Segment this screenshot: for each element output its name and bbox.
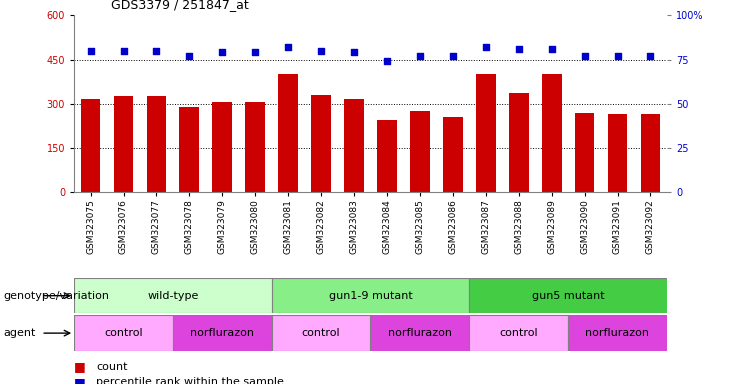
Point xyxy=(282,44,294,50)
Point xyxy=(579,53,591,59)
Bar xyxy=(279,74,298,192)
Bar xyxy=(542,74,562,192)
Bar xyxy=(173,315,272,351)
Text: norflurazon: norflurazon xyxy=(388,328,452,338)
Point xyxy=(249,50,261,56)
Point xyxy=(216,50,228,56)
Point xyxy=(184,53,196,59)
Text: norflurazon: norflurazon xyxy=(585,328,650,338)
Point xyxy=(545,46,557,52)
Text: ■: ■ xyxy=(74,360,86,373)
Bar xyxy=(344,99,364,192)
Point xyxy=(513,46,525,52)
Point xyxy=(645,53,657,59)
Point xyxy=(118,48,130,54)
Text: control: control xyxy=(499,328,538,338)
Point xyxy=(150,48,162,54)
Bar xyxy=(272,278,469,313)
Point xyxy=(348,50,360,56)
Point xyxy=(611,53,623,59)
Bar xyxy=(113,96,133,192)
Bar xyxy=(147,96,166,192)
Point xyxy=(315,48,327,54)
Text: agent: agent xyxy=(4,328,36,338)
Bar xyxy=(213,102,232,192)
Bar xyxy=(311,95,331,192)
Point xyxy=(480,44,492,50)
Bar xyxy=(575,113,594,192)
Text: count: count xyxy=(96,362,128,372)
Text: norflurazon: norflurazon xyxy=(190,328,254,338)
Bar xyxy=(370,315,469,351)
Bar xyxy=(608,114,628,192)
Bar xyxy=(74,278,272,313)
Text: control: control xyxy=(104,328,143,338)
Bar xyxy=(272,315,370,351)
Bar xyxy=(568,315,667,351)
Text: GDS3379 / 251847_at: GDS3379 / 251847_at xyxy=(111,0,249,12)
Point xyxy=(447,53,459,59)
Text: wild-type: wild-type xyxy=(147,291,199,301)
Point xyxy=(84,48,96,54)
Point xyxy=(414,53,426,59)
Bar xyxy=(476,74,496,192)
Bar xyxy=(245,102,265,192)
Text: gun1-9 mutant: gun1-9 mutant xyxy=(328,291,413,301)
Bar xyxy=(81,99,101,192)
Bar xyxy=(74,315,173,351)
Text: control: control xyxy=(302,328,340,338)
Point xyxy=(381,58,393,65)
Bar xyxy=(179,107,199,192)
Text: gun5 mutant: gun5 mutant xyxy=(532,291,605,301)
Bar xyxy=(509,93,528,192)
Text: ■: ■ xyxy=(74,376,86,384)
Bar xyxy=(469,278,667,313)
Bar xyxy=(410,111,430,192)
Text: percentile rank within the sample: percentile rank within the sample xyxy=(96,377,285,384)
Bar xyxy=(443,117,462,192)
Text: genotype/variation: genotype/variation xyxy=(4,291,110,301)
Bar xyxy=(640,114,660,192)
Bar xyxy=(469,315,568,351)
Bar xyxy=(377,120,397,192)
